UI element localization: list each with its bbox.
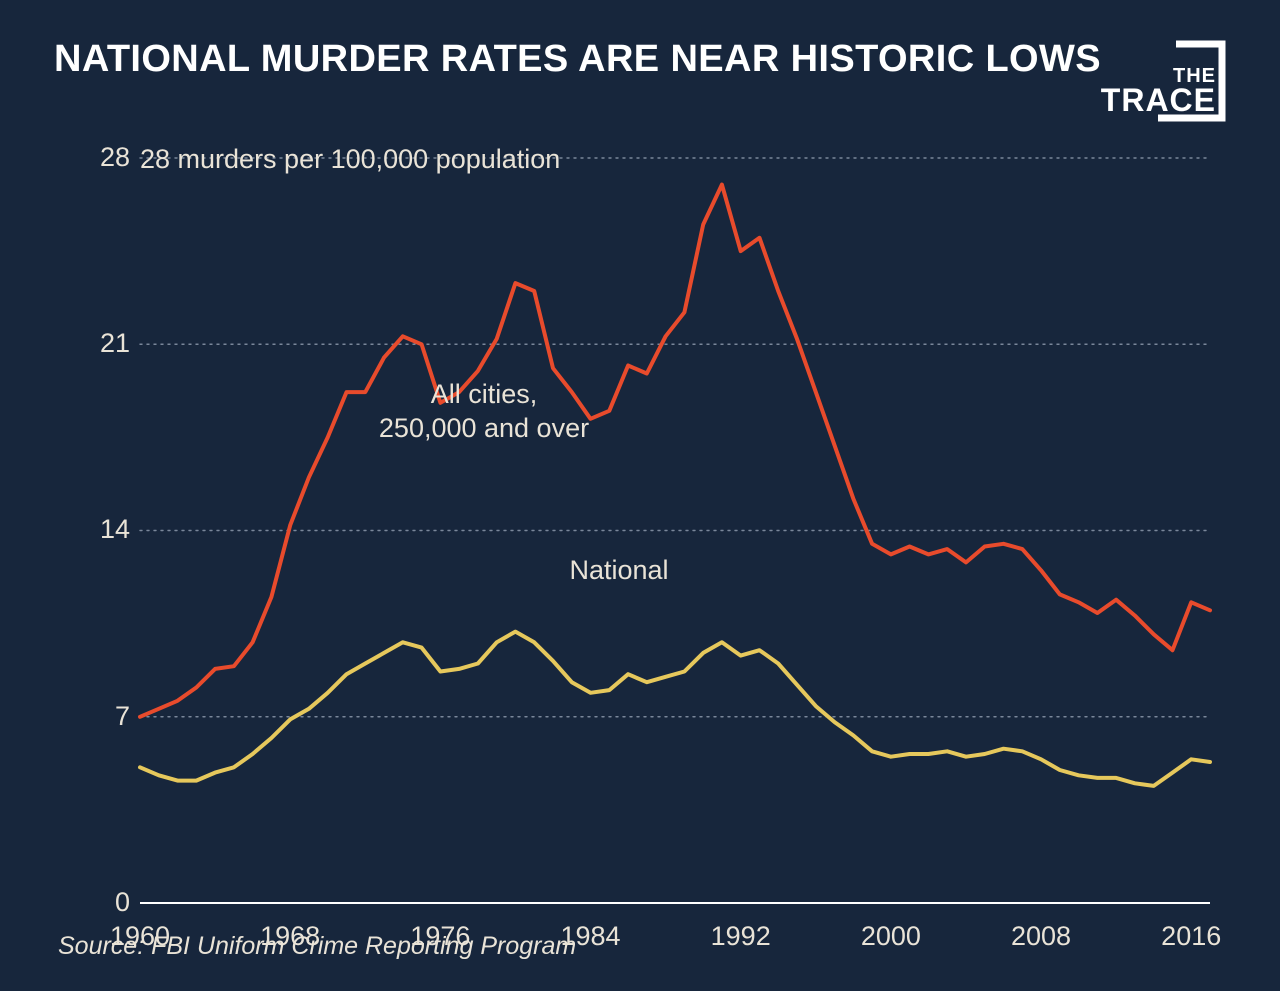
series-label: All cities,250,000 and over — [379, 378, 589, 446]
series-label: National — [569, 554, 668, 588]
source-text: Source: FBI Uniform Crime Reporting Prog… — [58, 932, 576, 961]
x-axis-tick-label: 2000 — [861, 921, 921, 952]
y-axis-tick-label: 28 — [70, 142, 130, 173]
chart-title: NATIONAL MURDER RATES ARE NEAR HISTORIC … — [54, 40, 1226, 80]
x-axis-tick-label: 1992 — [711, 921, 771, 952]
y-axis-tick-label: 21 — [70, 328, 130, 359]
line-chart-svg — [54, 98, 1240, 963]
y-axis-tick-label: 0 — [70, 887, 130, 918]
y-axis-tick-label: 7 — [70, 701, 130, 732]
y-axis-tick-label: 14 — [70, 514, 130, 545]
x-axis-tick-label: 2016 — [1161, 921, 1221, 952]
chart-subtitle: 28 murders per 100,000 population — [140, 144, 560, 175]
chart-area: 28 murders per 100,000 population 0 7 14 21… — [54, 98, 1226, 963]
x-axis-tick-label: 2008 — [1011, 921, 1071, 952]
